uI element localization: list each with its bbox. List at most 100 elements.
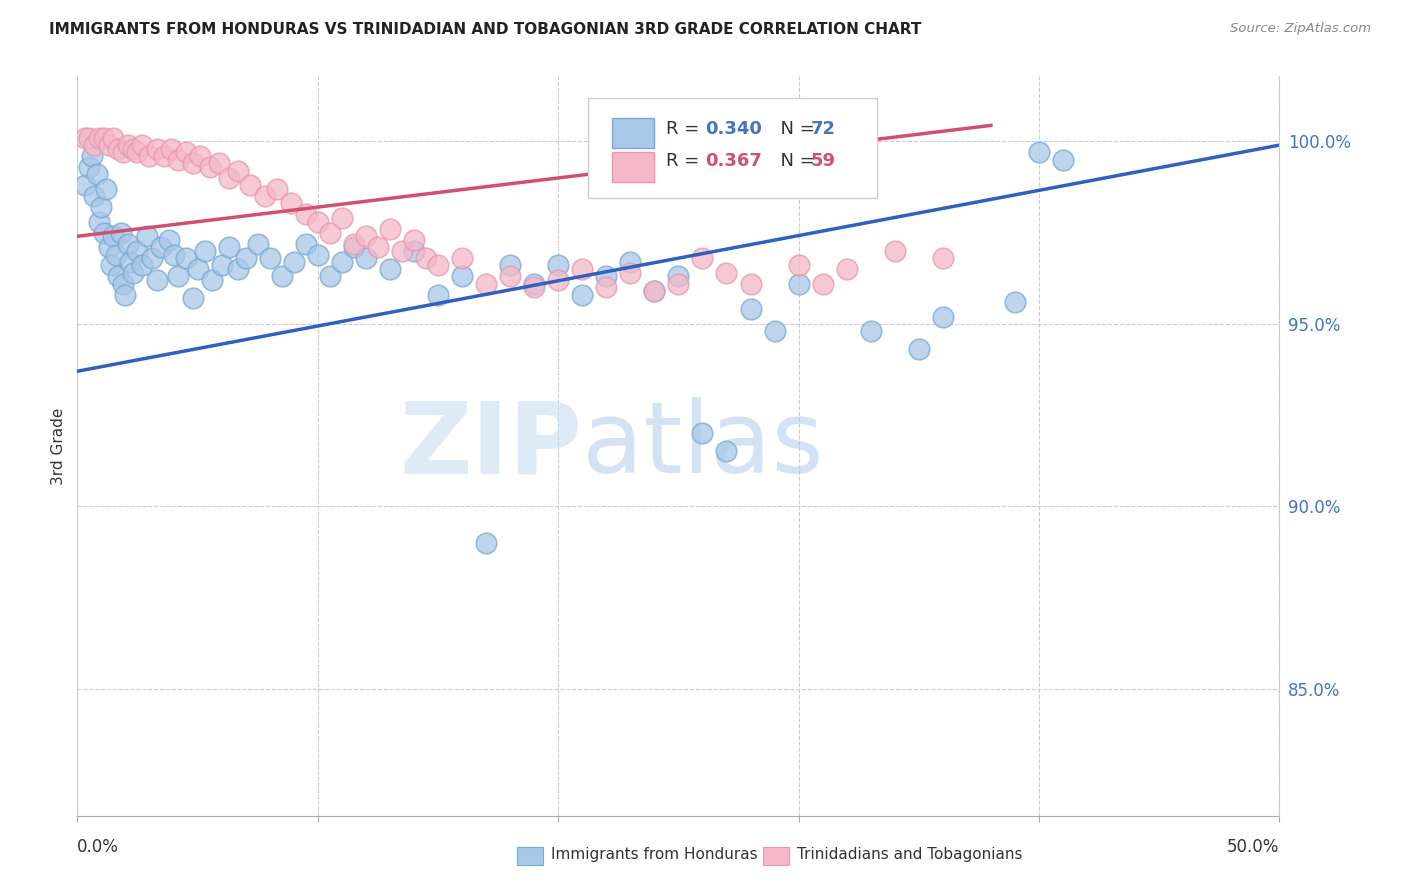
Point (1052, 153, 1074, 167)
Point (499, 259, 522, 273)
Point (547, 259, 569, 273)
Point (167, 153, 190, 167)
Point (167, 269, 190, 284)
Point (150, 240, 173, 254)
Point (198, 160, 221, 174)
Point (307, 215, 329, 229)
Point (692, 426, 714, 441)
Point (145, 273, 167, 287)
Point (104, 247, 127, 261)
FancyBboxPatch shape (612, 152, 654, 182)
Point (427, 287, 450, 301)
Point (280, 196, 302, 211)
Point (90, 200, 112, 214)
Text: 50.0%: 50.0% (1227, 838, 1279, 856)
Point (93, 226, 115, 240)
Point (259, 251, 281, 265)
Point (354, 229, 377, 244)
Point (239, 178, 262, 193)
Text: 0.0%: 0.0% (77, 838, 120, 856)
Point (218, 170, 240, 185)
Point (153, 149, 176, 163)
Point (643, 284, 665, 298)
Point (117, 236, 139, 251)
Point (619, 255, 641, 269)
Point (415, 251, 437, 265)
Text: atlas: atlas (582, 398, 824, 494)
Point (86, 167, 108, 181)
Point (181, 156, 204, 170)
Point (523, 280, 546, 294)
Point (740, 302, 762, 317)
Point (114, 287, 136, 301)
Point (294, 236, 316, 251)
Point (83, 138, 105, 153)
Point (835, 262, 858, 277)
Point (763, 324, 786, 338)
Point (859, 324, 882, 338)
FancyBboxPatch shape (588, 98, 877, 198)
Point (79, 160, 101, 174)
Point (343, 236, 366, 251)
Point (131, 259, 153, 273)
Point (93, 131, 115, 145)
Point (103, 131, 125, 145)
Point (127, 244, 149, 258)
Point (402, 233, 425, 247)
Point (228, 163, 250, 178)
Point (932, 310, 955, 324)
Point (270, 269, 292, 284)
Point (211, 259, 233, 273)
Point (121, 266, 143, 280)
Point (319, 269, 342, 284)
Point (343, 240, 366, 254)
Point (402, 244, 425, 258)
Point (141, 251, 163, 265)
Point (1028, 145, 1050, 160)
Point (307, 247, 329, 261)
Point (716, 266, 738, 280)
Point (96, 182, 118, 196)
Point (83, 189, 105, 203)
Point (73, 131, 96, 145)
Point (160, 142, 183, 156)
Point (111, 145, 134, 160)
Point (80, 149, 103, 163)
Point (643, 284, 665, 298)
Point (330, 211, 353, 225)
Point (475, 277, 498, 291)
Point (127, 145, 149, 160)
Text: N =: N = (769, 152, 820, 170)
Point (595, 269, 617, 284)
Point (367, 240, 389, 254)
Point (427, 259, 450, 273)
Point (87, 215, 110, 229)
Text: 0.367: 0.367 (704, 152, 762, 170)
Point (194, 244, 217, 258)
Text: Trinidadians and Tobagonians: Trinidadians and Tobagonians (797, 847, 1022, 862)
Point (787, 259, 810, 273)
Point (97, 240, 120, 254)
Point (283, 255, 305, 269)
Point (692, 251, 714, 265)
Y-axis label: 3rd Grade: 3rd Grade (51, 408, 66, 484)
FancyBboxPatch shape (612, 118, 654, 148)
Point (787, 277, 810, 291)
Point (228, 262, 250, 277)
Text: R =: R = (666, 152, 706, 170)
Point (107, 269, 129, 284)
Point (811, 277, 834, 291)
Text: N =: N = (769, 120, 820, 137)
Point (1004, 294, 1026, 309)
Point (138, 149, 160, 163)
Point (181, 291, 204, 305)
Point (111, 277, 134, 291)
Point (131, 138, 153, 153)
Text: Source: ZipAtlas.com: Source: ZipAtlas.com (1230, 22, 1371, 36)
Point (201, 273, 224, 287)
Point (266, 182, 288, 196)
Text: Immigrants from Honduras: Immigrants from Honduras (551, 847, 758, 862)
Point (908, 343, 931, 357)
Point (451, 251, 474, 265)
Point (883, 244, 905, 258)
